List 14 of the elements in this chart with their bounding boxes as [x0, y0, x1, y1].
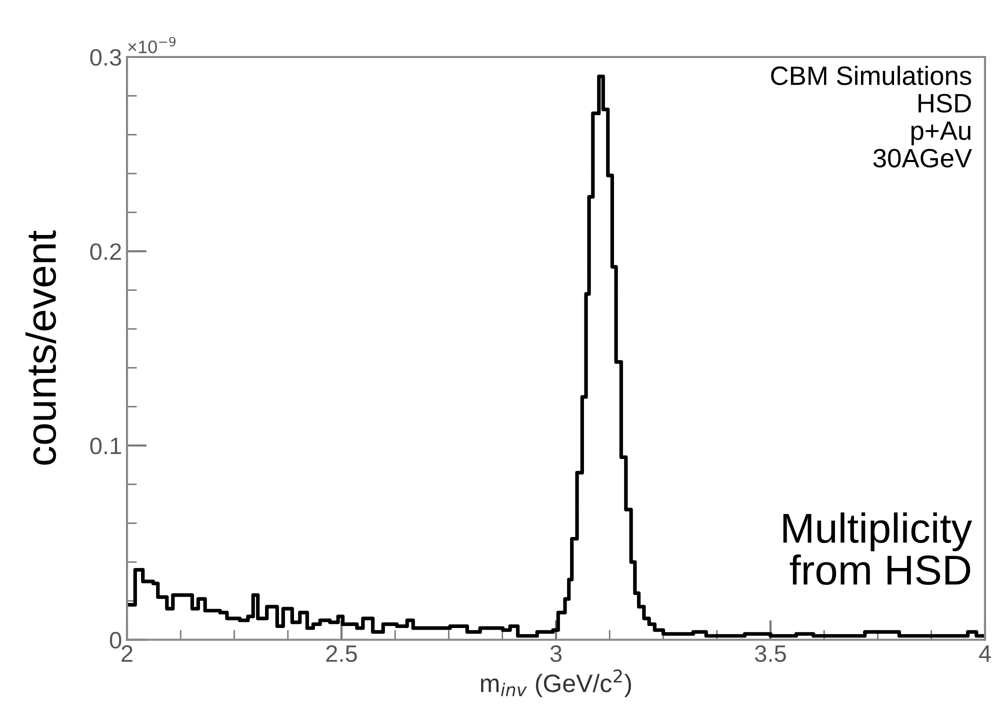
x-tick-label: 3 [550, 645, 562, 662]
y-tick-label: 0.2 [90, 243, 121, 260]
x-tick-label: 2.5 [326, 645, 357, 662]
x-tick-label: 3.5 [754, 645, 786, 662]
text: ×10$^{−9}$ [128, 36, 176, 54]
y-axis-title: counts/event [25, 230, 56, 465]
annotation: CBM Simulations HSD p+Au 30AGeV [771, 66, 972, 168]
y-tick-label: 0.3 [90, 49, 122, 66]
x-axis-title: m$_{inv}$ (GeV/c$^{2}$) [481, 669, 632, 698]
y-tick-label: 0.1 [90, 438, 121, 454]
x-tick-label: 4 [978, 645, 991, 662]
annotation: Multiplicity from HSD [783, 512, 972, 585]
x-tick-label: 2 [122, 645, 132, 662]
y-tick-label: 0 [110, 632, 122, 649]
